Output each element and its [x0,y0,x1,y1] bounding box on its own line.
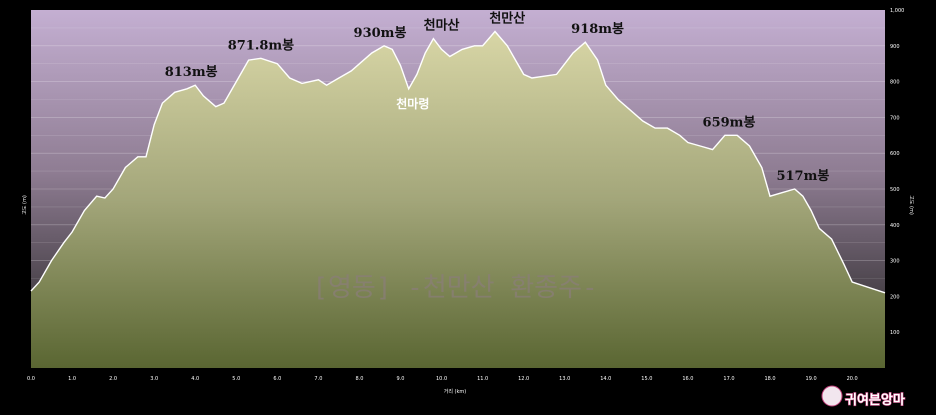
x-tick-label: 4.0 [191,376,199,382]
x-axis-label: 거리 (km) [444,388,467,395]
peak-label: 918m봉 [571,22,624,37]
logo-stamp: 귀여븐앙마 [821,385,905,409]
y-tick-label: 1,000 [890,8,904,14]
peak-label: 천마산 [424,18,460,34]
chart-watermark: [영동] -천만산 환종주- [312,273,597,303]
x-tick-label: 11.0 [477,376,488,382]
valley-label: 천마령 [396,96,429,111]
x-tick-label: 3.0 [150,376,158,382]
cat-logo-icon [821,385,843,407]
peak-label: 930m봉 [354,26,407,41]
y-tick-label: 800 [890,80,900,86]
y-tick-label: 500 [890,187,900,193]
x-tick-label: 20.0 [847,376,858,382]
x-tick-labels: 0.0 1.0 2.0 3.0 4.0 5.0 6.0 7.0 8.0 9.0 10.0 11.0 12… [27,376,858,382]
x-tick-label: 12.0 [518,376,529,382]
y-tick-label: 200 [890,294,900,300]
x-tick-label: 14.0 [600,376,611,382]
peak-label: 517m봉 [776,169,829,184]
x-tick-label: 9.0 [397,376,405,382]
peak-label: 천만산 [489,10,525,26]
y-tick-label: 100 [890,330,900,336]
x-tick-label: 16.0 [682,376,693,382]
peak-label: 871.8m봉 [228,38,294,53]
x-tick-label: 15.0 [641,376,652,382]
y-axis-label-left: 고도 (m) [22,195,28,215]
y-tick-label: 300 [890,259,900,265]
x-tick-label: 10.0 [436,376,447,382]
peak-labels: 813m봉 871.8m봉 930m봉 천마산 천만산 918m봉 659m봉 517m봉 천마… [165,10,830,184]
x-tick-label: 17.0 [723,376,734,382]
y-tick-labels: 100 200 300 400 500 600 700 800 900 1,000 [890,8,904,336]
x-tick-label: 7.0 [314,376,322,382]
x-tick-label: 5.0 [232,376,240,382]
x-tick-label: 2.0 [109,376,117,382]
x-tick-label: 13.0 [559,376,570,382]
y-axis-label-right: 고도 (m) [908,195,914,215]
peak-label: 659m봉 [703,115,756,130]
x-tick-label: 19.0 [806,376,817,382]
peak-label: 813m봉 [165,65,218,80]
x-tick-label: 0.0 [27,376,35,382]
x-tick-label: 6.0 [273,376,281,382]
x-tick-label: 8.0 [355,376,363,382]
y-tick-label: 900 [890,44,900,50]
elevation-area [31,31,885,368]
logo-text: 귀여븐앙마 [845,392,905,408]
x-tick-label: 18.0 [764,376,775,382]
x-tick-label: 1.0 [68,376,76,382]
y-tick-label: 400 [890,223,900,229]
y-tick-label: 600 [890,151,900,157]
elevation-line [30,30,886,294]
y-tick-label: 700 [890,115,900,121]
